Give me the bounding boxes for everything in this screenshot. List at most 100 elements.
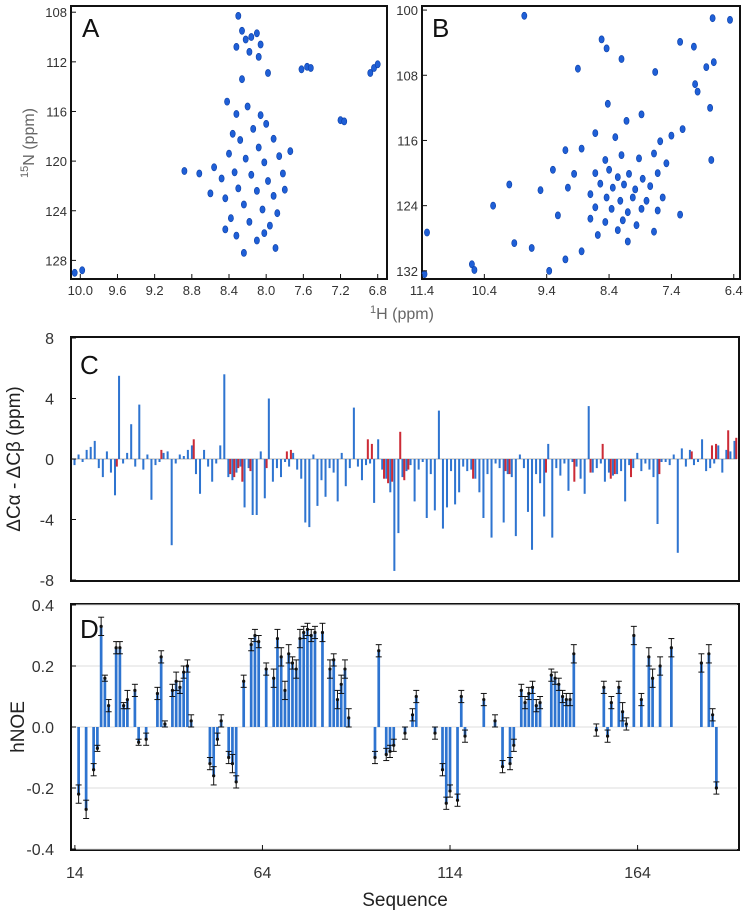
red-bar <box>399 431 402 459</box>
y-tick-label: 112 <box>46 55 67 70</box>
spectra-xlabel-superscript: 1 <box>370 304 376 316</box>
data-point <box>185 664 190 668</box>
red-bar <box>289 449 292 459</box>
blue-bar <box>203 449 206 459</box>
blue-bar <box>624 459 627 502</box>
peak <box>654 206 661 215</box>
peak <box>692 80 698 89</box>
hnoe-bar <box>231 727 234 764</box>
peak <box>257 111 264 120</box>
red-bar <box>508 459 511 475</box>
panel-a-peaks <box>71 11 381 277</box>
data-point <box>632 633 636 638</box>
peak <box>624 208 631 217</box>
peak <box>242 154 249 163</box>
panel-b: B 11.4 10.4 9.4 8.4 7.4 6.4 100 108 116 124 132 <box>396 3 743 298</box>
peak <box>298 65 305 74</box>
peak <box>248 33 255 41</box>
data-point <box>639 697 643 702</box>
panel-c-ylabel: ΔCα - ΔCβ (ppm) <box>4 386 25 531</box>
peak <box>471 266 478 274</box>
blue-bar <box>611 459 615 476</box>
data-point <box>212 774 216 778</box>
data-point <box>230 762 235 766</box>
peak <box>633 221 640 230</box>
peak <box>239 26 245 35</box>
blue-bar <box>316 459 319 506</box>
data-point <box>343 667 347 671</box>
blue-bar <box>579 459 582 479</box>
blue-bar <box>393 459 396 571</box>
blue-bar <box>113 459 117 496</box>
data-point <box>305 627 310 632</box>
peak <box>246 217 253 226</box>
blue-bar <box>705 459 708 472</box>
hnoe-bar <box>332 659 336 727</box>
hnoe-bar <box>553 678 557 727</box>
peak <box>259 205 266 214</box>
data-point <box>620 710 625 714</box>
data-point <box>249 643 253 647</box>
blue-bar <box>441 459 444 529</box>
data-point <box>459 694 463 699</box>
blue-bar <box>101 459 104 478</box>
x-tick-label: 11.4 <box>410 283 434 298</box>
data-point <box>125 697 129 702</box>
data-point <box>332 658 336 662</box>
hnoe-bar <box>309 635 313 727</box>
blue-bar <box>717 445 720 459</box>
peak <box>546 266 553 275</box>
blue-bar <box>660 459 663 462</box>
blue-bar <box>219 445 222 459</box>
hnoe-bar <box>276 638 279 727</box>
blue-bar <box>543 459 546 517</box>
data-point <box>714 786 718 790</box>
data-point <box>444 801 448 805</box>
hnoe-bar <box>133 690 137 727</box>
blue-bar <box>146 454 149 459</box>
blue-bar <box>267 398 270 459</box>
data-point <box>707 652 711 656</box>
hnoe-bar <box>670 647 673 727</box>
peak <box>218 174 225 183</box>
hnoe-bar <box>531 687 534 727</box>
y-tick-label: 100 <box>396 3 418 18</box>
blue-bar <box>417 459 420 470</box>
red-bar <box>573 459 576 482</box>
hnoe-bar <box>414 696 418 727</box>
blue-bar <box>381 459 384 470</box>
panel-a-ylabel-superscript: 15 <box>19 166 31 178</box>
blue-bar <box>664 459 667 462</box>
hnoe-bar <box>572 653 576 727</box>
x-tick-label: 9.6 <box>108 283 126 298</box>
blue-bar <box>81 459 84 462</box>
hnoe-bar <box>159 656 163 727</box>
data-point <box>493 719 497 723</box>
blue-bar <box>259 451 262 459</box>
blue-bar <box>450 459 453 472</box>
hnoe-bar <box>208 727 212 764</box>
data-point <box>560 694 565 699</box>
data-point <box>373 755 377 760</box>
peak <box>651 227 657 236</box>
data-point <box>287 652 291 656</box>
data-point <box>328 667 332 671</box>
x-tick-label: 14 <box>66 865 84 882</box>
x-tick-label: 9.2 <box>146 283 164 298</box>
blue-bar <box>174 459 177 464</box>
x-tick-label: 8.8 <box>183 283 201 298</box>
peak <box>266 221 273 230</box>
data-point <box>279 655 283 659</box>
blue-bar <box>247 459 250 469</box>
blue-bar <box>644 459 647 464</box>
peak <box>224 97 230 106</box>
panel-a-frame <box>70 5 388 280</box>
peak <box>575 64 581 73</box>
blue-bar <box>288 459 291 467</box>
hnoe-bar <box>291 663 294 727</box>
y-tick-label: -4 <box>40 513 54 530</box>
blue-bar <box>122 459 125 464</box>
data-point <box>95 746 99 750</box>
blue-bar <box>676 459 679 553</box>
blue-bar <box>502 459 505 523</box>
